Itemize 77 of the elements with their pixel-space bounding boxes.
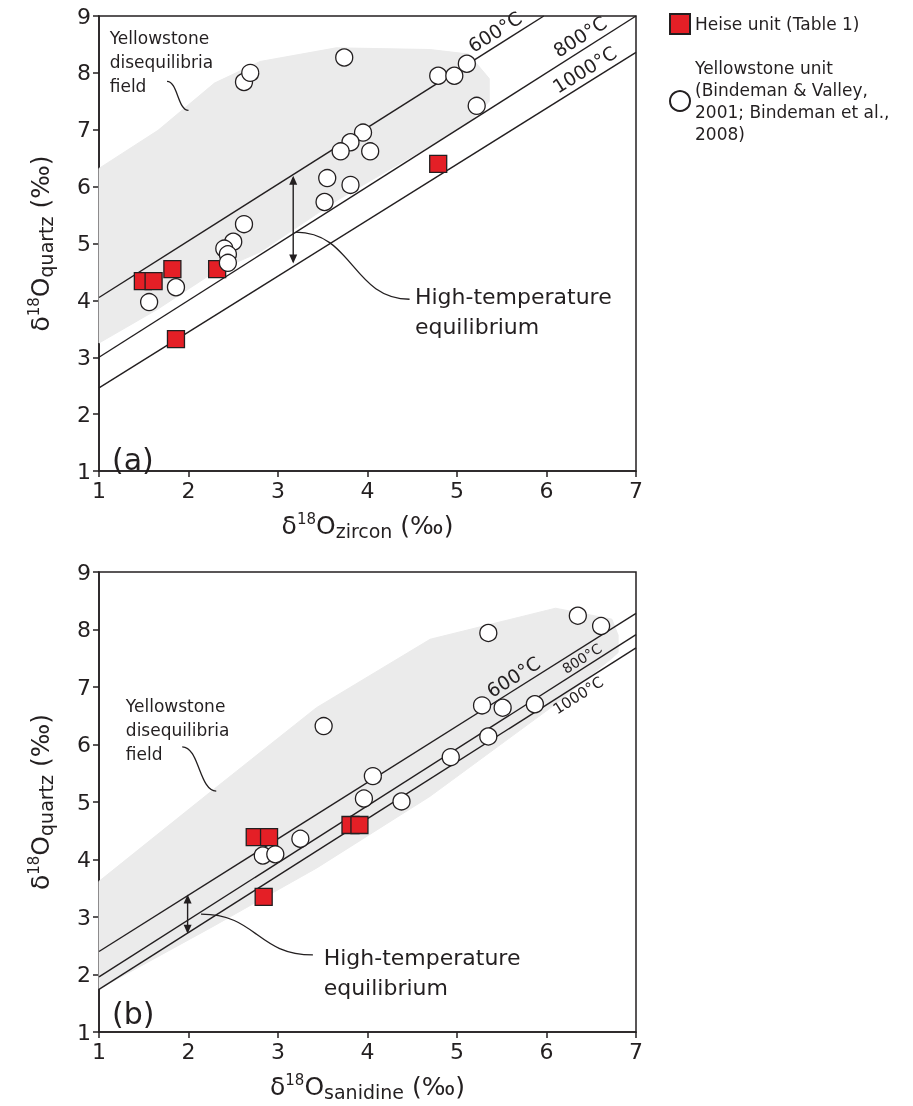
x-tick-label: 3 xyxy=(271,477,285,503)
point xyxy=(441,748,460,767)
x-tick-label: 4 xyxy=(360,477,375,503)
text: (a) xyxy=(112,441,154,477)
point xyxy=(166,278,186,297)
point xyxy=(315,192,334,212)
point xyxy=(266,845,285,864)
y-tick-label: 9 xyxy=(77,3,91,29)
y-tick-label: 1 xyxy=(77,1019,91,1045)
point xyxy=(144,271,163,291)
point xyxy=(525,695,545,714)
point xyxy=(241,63,260,83)
y-tick-label: 4 xyxy=(77,287,91,313)
x-tick-label: 2 xyxy=(181,1038,196,1064)
point xyxy=(314,716,333,736)
point xyxy=(218,253,238,272)
point xyxy=(568,606,587,625)
point xyxy=(392,792,411,811)
legend-label: Heise unit (Table 1) xyxy=(695,14,860,34)
point xyxy=(331,142,350,161)
x-tick-label: 7 xyxy=(629,1038,643,1064)
y-tick-label: 7 xyxy=(77,674,91,700)
point xyxy=(457,54,476,73)
y-axis-title: δ18Oquartz (‰) xyxy=(24,713,57,891)
point xyxy=(361,142,380,161)
y-tick-label: 9 xyxy=(77,559,91,585)
annotation: High-temperature equilibrium xyxy=(323,944,521,1000)
point xyxy=(341,175,360,195)
y-tick-label: 2 xyxy=(77,962,91,987)
point xyxy=(234,215,254,234)
y-tick-label: 5 xyxy=(77,231,91,256)
point xyxy=(163,259,182,279)
point xyxy=(166,329,186,349)
point xyxy=(354,789,374,808)
x-tick-label: 6 xyxy=(539,1038,554,1064)
point xyxy=(254,887,273,907)
y-tick-label: 6 xyxy=(77,732,91,757)
x-tick-label: 2 xyxy=(181,477,196,503)
x-tick-label: 5 xyxy=(450,1038,464,1064)
x-tick-label: 5 xyxy=(450,477,464,503)
x-tick-label: 4 xyxy=(360,1038,375,1064)
y-tick-label: 1 xyxy=(77,458,91,484)
point xyxy=(472,696,492,715)
text: (b) xyxy=(112,995,155,1031)
annotation: Yellowstone disequilibria field xyxy=(108,27,214,96)
y-tick-label: 6 xyxy=(77,174,91,200)
point xyxy=(429,154,448,174)
y-tick-label: 3 xyxy=(77,904,91,930)
point xyxy=(318,168,337,188)
y-tick-label: 8 xyxy=(77,60,91,86)
annotation: Yellowstone disequilibria field xyxy=(124,696,230,765)
x-tick-label: 6 xyxy=(539,477,554,503)
x-tick-label: 3 xyxy=(271,1038,285,1064)
y-tick-label: 4 xyxy=(77,847,91,872)
point xyxy=(591,616,611,636)
y-tick-label: 5 xyxy=(77,789,91,815)
point xyxy=(363,766,383,786)
point xyxy=(139,292,159,312)
y-axis-title: δ18Oquartz (‰) xyxy=(24,155,57,332)
annotation: High-temperature equilibrium xyxy=(414,284,612,340)
point xyxy=(353,123,373,142)
point xyxy=(445,66,464,85)
point xyxy=(335,48,354,67)
point xyxy=(479,727,498,746)
legend-label: Yellowstone unit (Bindeman & Valley, 2001; Bindeman et al., 2008) xyxy=(694,58,895,144)
point xyxy=(429,66,448,85)
point xyxy=(259,827,279,847)
y-tick-label: 8 xyxy=(77,617,91,642)
x-tick-label: 7 xyxy=(629,477,643,503)
point xyxy=(350,815,369,835)
point xyxy=(479,623,498,643)
y-tick-label: 2 xyxy=(77,401,91,427)
point xyxy=(493,698,512,717)
point xyxy=(467,96,486,116)
y-tick-label: 7 xyxy=(77,117,91,143)
point xyxy=(291,829,310,848)
y-tick-label: 3 xyxy=(77,344,91,370)
